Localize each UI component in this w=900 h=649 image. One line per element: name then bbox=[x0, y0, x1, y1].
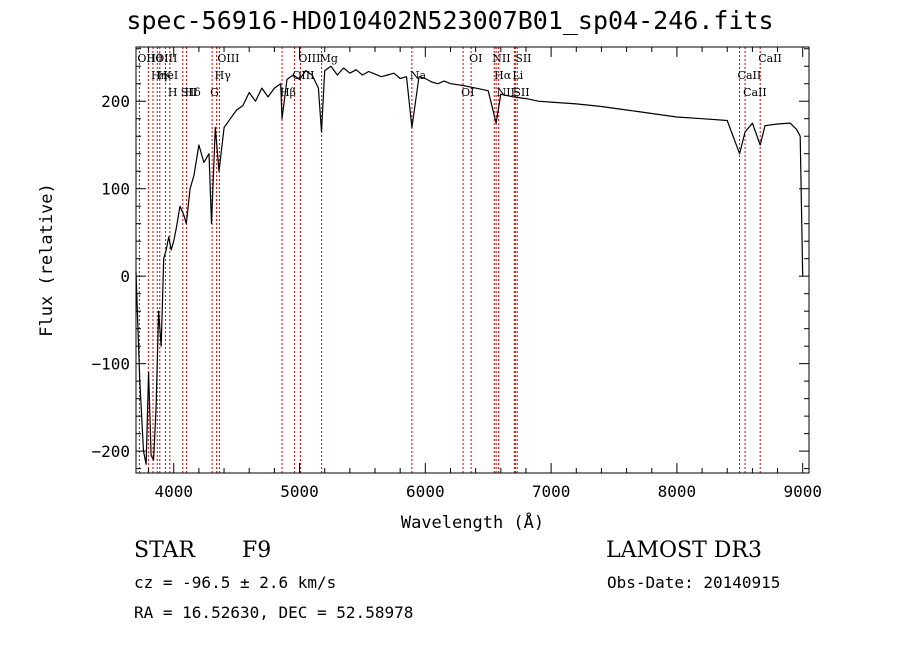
line-markers bbox=[138, 47, 761, 473]
chart-title: spec-56916-HD010402N523007B01_sp04-246.f… bbox=[126, 6, 774, 35]
x-tick-label: 8000 bbox=[658, 482, 697, 501]
line-marker-label: NII bbox=[492, 52, 510, 65]
y-tick-label: 200 bbox=[101, 92, 130, 111]
line-marker-label: OI bbox=[469, 52, 482, 65]
y-tick-label: −100 bbox=[91, 355, 130, 374]
line-marker-label: Hα bbox=[494, 69, 512, 82]
survey-name: LAMOST DR3 bbox=[606, 538, 762, 563]
object-class: STAR bbox=[134, 538, 195, 563]
y-tick-label: 0 bbox=[120, 267, 130, 286]
line-marker-label: SII bbox=[181, 86, 197, 99]
x-tick-label: 7000 bbox=[532, 482, 571, 501]
line-marker-label: Li bbox=[512, 69, 523, 82]
line-marker-label: CaII bbox=[743, 86, 767, 99]
ra-dec-coordinates: RA = 16.52630, DEC = 52.58978 bbox=[134, 603, 414, 622]
line-marker-label: Hη bbox=[151, 69, 167, 82]
object-subclass: F9 bbox=[242, 538, 272, 563]
line-marker-labels: HθKHδOIIHeISIIOIIIHηHOIIIHγGOIIIOIIIHβMg… bbox=[137, 52, 781, 99]
line-marker-label: G bbox=[210, 86, 219, 99]
y-axis-label: Flux (relative) bbox=[37, 183, 57, 337]
x-tick-label: 4000 bbox=[154, 482, 193, 501]
line-marker-label: CaII bbox=[758, 52, 782, 65]
spectrum-series bbox=[135, 65, 804, 465]
redshift-velocity: cz = -96.5 ± 2.6 km/s bbox=[134, 573, 337, 592]
line-marker-label: OIII bbox=[298, 52, 320, 65]
plot-frame bbox=[135, 46, 810, 474]
line-marker-label: Hδ bbox=[185, 86, 202, 99]
line-marker-label: CaII bbox=[738, 69, 762, 82]
line-marker-label: Hγ bbox=[215, 69, 232, 82]
x-tick-label: 6000 bbox=[406, 482, 445, 501]
line-marker-label: OIII bbox=[155, 52, 177, 65]
line-marker-label: SII bbox=[513, 86, 529, 99]
x-axis-ticks: 4000 5000 6000 7000 8000 9000 bbox=[148, 47, 822, 501]
x-axis-label: Wavelength (Å) bbox=[401, 511, 544, 533]
line-marker-label: OIII bbox=[217, 52, 239, 65]
line-marker-label: OI bbox=[461, 86, 474, 99]
line-marker-label: H bbox=[168, 86, 178, 99]
x-tick-label: 5000 bbox=[280, 482, 319, 501]
observation-date: Obs-Date: 20140915 bbox=[607, 573, 781, 592]
line-marker-label: SII bbox=[515, 52, 531, 65]
line-marker-label: Mg bbox=[320, 52, 338, 65]
line-marker-label: HeI bbox=[158, 69, 178, 82]
line-marker-label: Hθ bbox=[146, 52, 163, 65]
line-marker-label: Hβ bbox=[280, 86, 296, 99]
y-tick-label: −200 bbox=[91, 442, 130, 461]
line-marker-label: OII bbox=[137, 52, 155, 65]
line-marker-label: K bbox=[163, 69, 172, 82]
line-marker-label: Na bbox=[410, 69, 427, 82]
x-tick-label: 9000 bbox=[783, 482, 822, 501]
spectrum-line bbox=[135, 65, 804, 465]
line-marker-label: OIII bbox=[292, 69, 314, 82]
y-axis-ticks: −200 −100 0 100 200 bbox=[91, 48, 809, 470]
y-tick-label: 100 bbox=[101, 180, 130, 199]
